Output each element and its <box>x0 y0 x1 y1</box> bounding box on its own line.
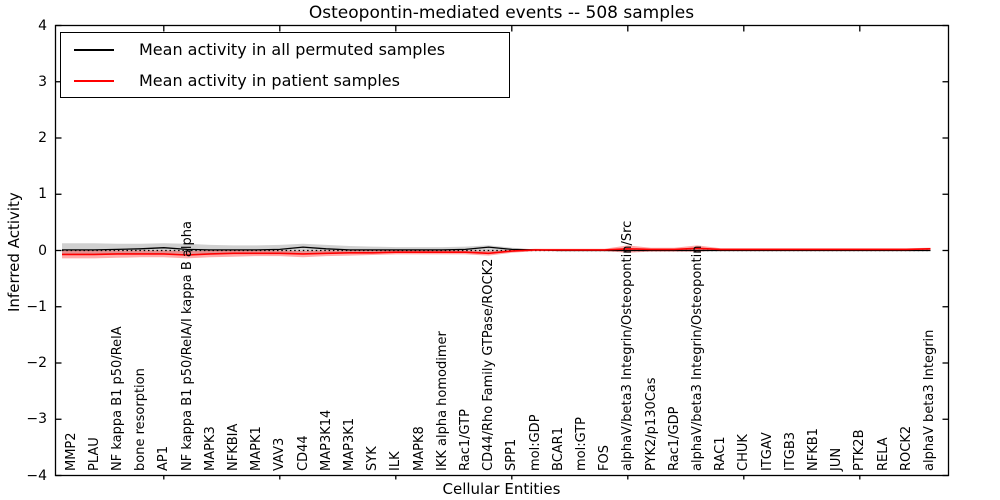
y-tick-label: −4 <box>26 467 47 484</box>
x-tick-label: alphaV beta3 Integrin <box>921 329 937 471</box>
y-tick-label: −2 <box>26 355 47 371</box>
permuted-samples-band <box>62 243 931 255</box>
x-tick-label: BCAR1 <box>550 427 566 471</box>
x-tick-label: SPP1 <box>504 438 520 471</box>
x-tick-label: MMP2 <box>63 432 79 471</box>
x-tick-label: MAPK3 <box>202 426 218 471</box>
patient-line-sample <box>74 79 114 82</box>
x-tick-label: SYK <box>365 446 381 471</box>
x-tick-label: PTK2B <box>852 429 868 472</box>
x-tick-label: NFKB1 <box>805 428 821 471</box>
legend: Mean activity in all permuted samples Me… <box>60 32 510 98</box>
legend-item-permuted: Mean activity in all permuted samples <box>61 37 509 62</box>
x-tick-label: CHUK <box>736 434 752 471</box>
x-tick-label: alphaV/beta3 Integrin/Osteopontin <box>689 245 705 471</box>
x-tick-label: NFKBIA <box>225 423 241 471</box>
y-tick-label: 2 <box>38 130 47 146</box>
x-tick-label: ITGB3 <box>782 431 798 471</box>
y-tick-label: 1 <box>38 186 47 203</box>
y-tick-label: 3 <box>38 73 47 90</box>
x-tick-label: JUN <box>829 447 845 471</box>
x-tick-label: ROCK2 <box>898 425 914 471</box>
y-tick-label: −1 <box>26 298 47 315</box>
patient-mean-line <box>62 247 931 256</box>
x-tick-label: VAV3 <box>272 437 288 471</box>
permuted-line-sample <box>74 48 114 51</box>
x-tick-label: PLAU <box>86 437 102 471</box>
x-tick-label: RAC1 <box>713 436 729 471</box>
x-tick-label: CD44 <box>295 435 311 471</box>
legend-label: Mean activity in patient samples <box>139 71 400 90</box>
x-tick-label: alphaV/beta3 Integrin/Osteopontin/Src <box>620 220 636 471</box>
x-tick-label: NF kappa B1 p50/RelA/I kappa B alpha <box>179 221 195 471</box>
x-tick-label: mol:GTP <box>573 417 589 471</box>
x-axis-label: Cellular Entities <box>442 480 561 498</box>
legend-label: Mean activity in all permuted samples <box>139 40 446 59</box>
x-tick-label: Rac1/GTP <box>457 409 473 471</box>
legend-item-patient: Mean activity in patient samples <box>61 68 509 93</box>
permuted-mean-line <box>62 246 931 252</box>
x-tick-label: CD44/Rho Family GTPase/ROCK2 <box>481 258 497 471</box>
x-tick-label: ILK <box>388 451 404 471</box>
chart-title: Osteopontin-mediated events -- 508 sampl… <box>308 3 695 23</box>
y-tick-label: 4 <box>38 17 47 34</box>
x-tick-label: PYK2/p130Cas <box>643 377 659 471</box>
x-tick-label: MAP3K14 <box>318 409 334 471</box>
x-tick-label: bone resorption <box>133 368 149 471</box>
y-tick-label: −3 <box>26 411 47 428</box>
x-tick-label: Rac1/GDP <box>666 406 682 471</box>
x-tick-label: ITGAV <box>759 432 775 471</box>
x-tick-label: AP1 <box>156 445 172 471</box>
x-tick-label: FOS <box>597 445 613 471</box>
x-tick-label: IKK alpha homodimer <box>434 331 450 471</box>
x-tick-label: NF kappa B1 p50/RelA <box>109 326 125 471</box>
y-tick-label: 0 <box>38 242 47 259</box>
x-tick-label: MAPK1 <box>249 426 265 471</box>
x-tick-label: RELA <box>875 437 891 471</box>
x-tick-label: MAP3K1 <box>341 417 357 471</box>
x-tick-label: MAPK8 <box>411 426 427 471</box>
x-tick-label: mol:GDP <box>527 414 543 471</box>
